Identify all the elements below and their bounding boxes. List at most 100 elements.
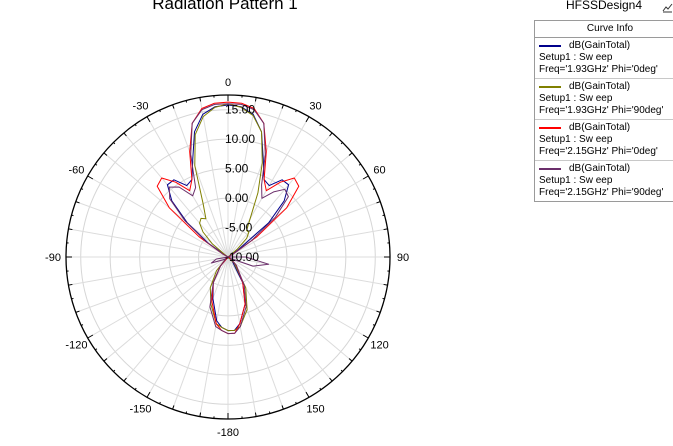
theta-tick-label: -150 (129, 404, 151, 416)
angle-tick (75, 310, 80, 313)
angle-tick (382, 214, 385, 217)
grid-spoke (227, 228, 388, 258)
angle-tick (376, 201, 381, 204)
angle-tick (281, 405, 284, 410)
r-tick-label: 10.00 (225, 132, 255, 146)
angle-tick (185, 100, 188, 103)
angle-tick (146, 391, 151, 398)
angle-tick (305, 391, 310, 398)
legend-params: Freq='2.15GHz' Phi='0deg' (539, 146, 658, 157)
angle-tick (172, 104, 175, 109)
grid-spoke (227, 175, 369, 258)
axis-labels: 0 30 60 90 120 150 -180 -150 -120 -90 -60 -30 15.00 1… (45, 77, 409, 439)
angle-tick (268, 100, 271, 103)
angle-tick (103, 358, 108, 362)
angle-tick (68, 228, 73, 231)
grid-spoke (227, 256, 257, 417)
r-tick-label: -10.00 (225, 250, 259, 264)
angle-tick (305, 116, 310, 123)
r-tick-label: -5.00 (225, 221, 253, 235)
grid-spoke (227, 201, 381, 258)
grid-spoke (87, 256, 229, 339)
grid-spoke (227, 132, 333, 258)
r-tick-label: 0.00 (225, 191, 249, 205)
angle-tick (159, 401, 161, 405)
angle-tick (113, 142, 116, 145)
angle-tick (340, 369, 343, 372)
angle-tick (71, 297, 74, 300)
legend-setup: Setup1 : Sw eep (539, 52, 613, 63)
angle-tick (372, 324, 376, 326)
angle-tick (87, 334, 94, 339)
grid-spoke (172, 104, 229, 258)
legend-quantity: dB(GainTotal) (569, 40, 631, 51)
legend-setup: Setup1 : Sw eep (539, 175, 613, 186)
legend-entry: dB(GainTotal) Setup1 : Sw eep Freq='1.93GH… (535, 38, 673, 79)
grid-spoke (68, 228, 229, 258)
angle-tick (123, 132, 127, 137)
angle-tick (103, 152, 108, 156)
grid-spoke (227, 256, 284, 410)
angle-tick (134, 387, 137, 390)
legend-setup: Setup1 : Sw eep (539, 93, 613, 104)
theta-tick-label: 30 (309, 100, 321, 112)
angle-tick (134, 124, 137, 127)
angle-tick (199, 412, 202, 417)
angle-tick (159, 109, 161, 113)
legend-params: Freq='1.93GHz' Phi='90deg' (539, 105, 664, 116)
angle-tick (319, 387, 322, 390)
legend-swatch (539, 45, 561, 47)
grid-spoke (227, 256, 388, 286)
angle-tick (383, 283, 388, 286)
legend-swatch (539, 86, 561, 88)
legend-swatch (539, 127, 561, 129)
angle-tick (123, 377, 127, 382)
grid-spoke (123, 132, 229, 258)
legend-quantity: dB(GainTotal) (569, 122, 631, 133)
legend-swatch (539, 168, 561, 170)
series-layer (156, 101, 300, 335)
angle-tick (80, 324, 84, 326)
angle-tick (348, 358, 353, 362)
grid-spoke (227, 97, 257, 258)
angle-tick (254, 412, 257, 417)
grid-spoke (227, 256, 369, 339)
grid-spoke (146, 116, 229, 258)
angle-tick (80, 188, 84, 190)
angle-tick (376, 310, 381, 313)
polar-grid (65, 94, 391, 420)
grid-spoke (75, 201, 229, 258)
grid-spoke (87, 175, 229, 258)
series-curve-4 (168, 103, 289, 335)
angle-tick (254, 97, 257, 102)
grid-spoke (227, 104, 284, 258)
angle-tick (68, 283, 73, 286)
theta-tick-label: 150 (306, 404, 324, 416)
angle-tick (268, 411, 271, 414)
angle-tick (199, 97, 202, 102)
theta-tick-label: -120 (65, 340, 87, 352)
legend-entry: dB(GainTotal) Setup1 : Sw eep Freq='2.15GH… (535, 120, 673, 161)
grid-spoke (103, 152, 229, 258)
angle-tick (113, 369, 116, 372)
angle-tick (329, 377, 333, 382)
grid-spoke (103, 256, 229, 362)
legend-params: Freq='2.15GHz' Phi='90deg' (539, 187, 664, 198)
angle-tick (146, 116, 151, 123)
grid-spoke (75, 256, 229, 313)
theta-tick-label: -90 (45, 252, 61, 264)
angle-tick (172, 405, 175, 410)
legend-quantity: dB(GainTotal) (569, 81, 631, 92)
theta-tick-label: -30 (133, 100, 149, 112)
grid-spoke (199, 97, 229, 258)
theta-tick-label: 90 (397, 252, 409, 264)
angle-tick (295, 109, 297, 113)
angle-tick (340, 142, 343, 145)
design-name: HFSSDesign4 (566, 0, 643, 12)
angle-tick (372, 188, 376, 190)
angle-tick (95, 348, 98, 351)
legend-entry: dB(GainTotal) Setup1 : Sw eep Freq='2.15GH… (535, 161, 673, 201)
theta-tick-label: -60 (68, 165, 84, 177)
angle-tick (358, 348, 361, 351)
angle-tick (319, 124, 322, 127)
